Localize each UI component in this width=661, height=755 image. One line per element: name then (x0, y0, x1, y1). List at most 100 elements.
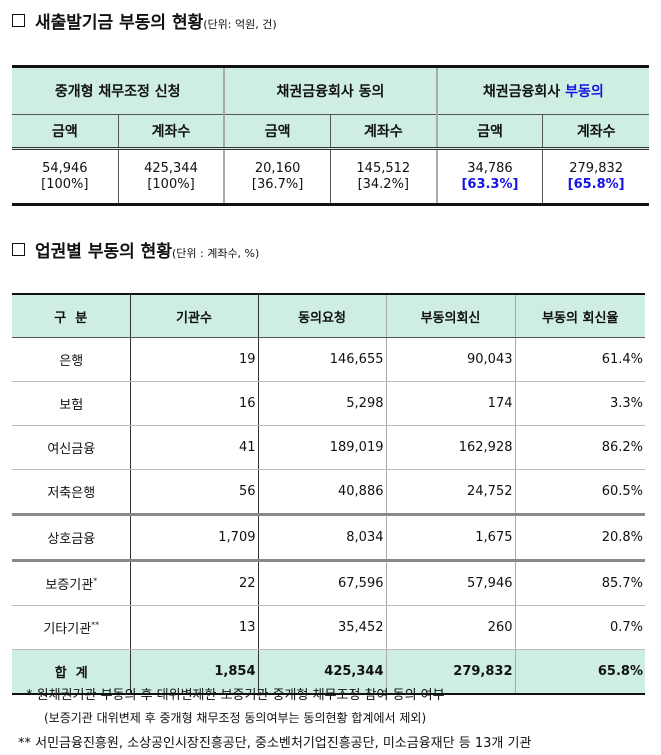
row-rate: 86.2% (514, 425, 645, 470)
value-cell: 425,344 [100%] (117, 148, 225, 205)
category-label: 보험 (59, 398, 84, 413)
category-label: 여신금융 (47, 442, 96, 457)
row-requests: 189,019 (257, 425, 386, 470)
total-rate: 65.8% (514, 649, 645, 694)
subheader-amount: 금액 (435, 114, 543, 150)
section1-unit: (단위: 억원, 건) (203, 18, 277, 31)
subheader-accounts: 계좌수 (329, 114, 437, 150)
footnote-1-sub: (보증기관 대위변제 후 중개형 채무조정 동의여부는 동의현황 합계에서 제외… (44, 711, 427, 725)
row-rejections: 90,043 (385, 337, 515, 382)
row-category: 은행 (12, 337, 130, 382)
row-requests: 40,886 (257, 469, 386, 516)
value-cell: 145,512 [34.2%] (329, 148, 437, 205)
row-rejections: 1,675 (385, 514, 515, 562)
section2-title-text: 업권별 부동의 현황 (35, 242, 172, 262)
category-label: 보증기관 (45, 578, 94, 593)
group-header-rejection: 채권금융회사 부동의 (435, 66, 649, 115)
group-header-row: 중개형 채무조정 신청 채권금융회사 동의 채권금융회사 부동의 (12, 66, 649, 115)
row-category: 여신금융 (12, 425, 130, 470)
value-amount: 425,344 (144, 161, 198, 176)
row-rate: 85.7% (514, 560, 645, 606)
row-category: 보증기관* (12, 560, 130, 606)
footnote-1: * 원채권기관 부동의 후 대위변제한 보증기관 중개형 채무조정 참여 동의 … (26, 688, 445, 703)
subheader-amount: 금액 (12, 114, 119, 150)
row-category: 기타기관** (12, 605, 130, 650)
checkbox-square-icon (12, 243, 25, 256)
value-cell: 20,160 [36.7%] (223, 148, 331, 205)
header-row: 구 분 기관수 동의요청 부동의회신 부동의 회신율 (12, 294, 645, 338)
value-pct: [34.2%] (357, 177, 410, 192)
value-amount: 145,512 (356, 161, 411, 176)
value-amount: 279,832 (569, 161, 624, 176)
row-category: 보험 (12, 381, 130, 426)
footnote-marker: * (93, 576, 98, 586)
row-rejections: 57,946 (385, 560, 515, 606)
row-requests: 67,596 (257, 560, 386, 606)
table-row: 보증기관* 22 67,596 57,946 85.7% (12, 560, 645, 606)
table-row: 저축은행 56 40,886 24,752 60.5% (12, 469, 645, 516)
sector-rejection-table: 구 분 기관수 동의요청 부동의회신 부동의 회신율 은행 19 146,655… (12, 293, 645, 695)
value-cell: 279,832 [65.8%] (542, 148, 649, 205)
row-rate: 0.7% (514, 605, 645, 650)
header-category: 구 분 (12, 294, 130, 338)
row-requests: 146,655 (257, 337, 386, 382)
row-institutions: 16 (129, 381, 258, 426)
row-institutions: 56 (129, 469, 258, 516)
checkbox-square-icon (12, 14, 25, 27)
value-amount: 34,786 (467, 161, 513, 176)
value-pct-highlight: [65.8%] (567, 177, 625, 192)
subheader-accounts: 계좌수 (542, 114, 649, 150)
group-header-consent: 채권금융회사 동의 (223, 66, 437, 115)
group-header-rejection-highlight: 부동의 (565, 84, 604, 100)
value-amount: 20,160 (254, 161, 301, 176)
total-requests: 425,344 (257, 649, 386, 694)
total-label: 합 계 (12, 649, 130, 694)
category-label: 은행 (59, 354, 84, 369)
category-label: 저축은행 (47, 486, 96, 501)
row-rejections: 24,752 (385, 469, 515, 516)
group-header-rejection-prefix: 채권금융회사 (482, 84, 566, 100)
table-row: 은행 19 146,655 90,043 61.4% (12, 337, 645, 382)
row-category: 상호금융 (12, 514, 130, 562)
footnote-marker: ** (91, 620, 100, 630)
row-requests: 35,452 (257, 605, 386, 650)
row-requests: 5,298 (257, 381, 386, 426)
row-rate: 3.3% (514, 381, 645, 426)
row-rate: 60.5% (514, 469, 645, 516)
subheader-amount: 금액 (223, 114, 331, 150)
header-institutions: 기관수 (129, 294, 258, 338)
row-institutions: 13 (129, 605, 258, 650)
value-pct: [100%] (41, 177, 89, 192)
sub-header-row: 금액 계좌수 금액 계좌수 금액 계좌수 (12, 114, 649, 150)
row-rejections: 174 (385, 381, 515, 426)
section2-unit: (단위 : 계좌수, %) (171, 247, 260, 260)
row-rate: 61.4% (514, 337, 645, 382)
subheader-accounts: 계좌수 (117, 114, 225, 150)
row-rate: 20.8% (514, 514, 645, 562)
table-row: 상호금융 1,709 8,034 1,675 20.8% (12, 514, 645, 562)
row-institutions: 1,709 (129, 514, 258, 562)
section2-title: 업권별 부동의 현황(단위 : 계좌수, %) (12, 237, 259, 262)
row-institutions: 22 (129, 560, 258, 606)
values-row: 54,946 [100%] 425,344 [100%] 20,160 [36.7%]… (12, 148, 649, 205)
row-institutions: 41 (129, 425, 258, 470)
header-requests: 동의요청 (257, 294, 386, 338)
header-rejections: 부동의회신 (385, 294, 515, 338)
value-pct-highlight: [63.3%] (461, 177, 519, 192)
row-institutions: 19 (129, 337, 258, 382)
header-rate: 부동의 회신율 (514, 294, 645, 338)
value-pct: [100%] (147, 177, 195, 192)
category-label: 상호금융 (47, 532, 96, 547)
section1-title-text: 새출발기금 부동의 현황 (35, 13, 204, 33)
group-header-application: 중개형 채무조정 신청 (12, 66, 225, 115)
value-amount: 54,946 (42, 161, 88, 176)
category-label: 기타기관 (43, 622, 92, 637)
value-cell: 54,946 [100%] (12, 149, 118, 205)
total-row: 합 계 1,854 425,344 279,832 65.8% (12, 649, 645, 694)
debt-adjustment-summary-table: 중개형 채무조정 신청 채권금융회사 동의 채권금융회사 부동의 금액 계좌수 … (12, 65, 649, 206)
row-category: 저축은행 (12, 469, 130, 516)
row-rejections: 260 (385, 605, 515, 650)
value-cell: 34,786 [63.3%] (435, 148, 543, 205)
value-pct: [36.7%] (251, 177, 304, 192)
table-row: 여신금융 41 189,019 162,928 86.2% (12, 425, 645, 470)
